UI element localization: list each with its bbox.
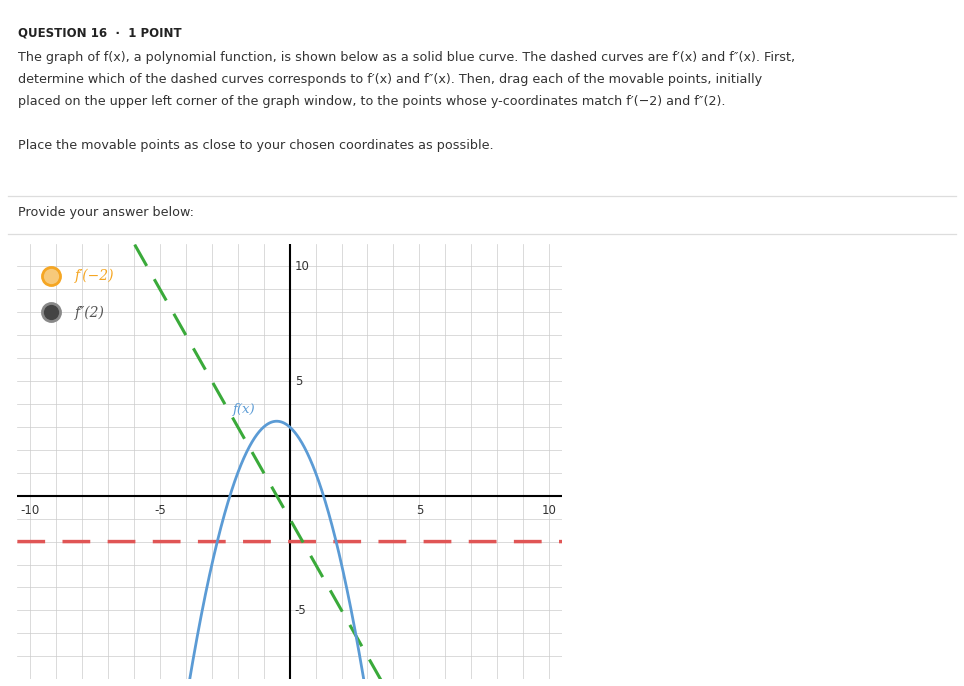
Text: QUESTION 16  ·  1 POINT: QUESTION 16 · 1 POINT — [18, 26, 181, 39]
Text: -5: -5 — [154, 504, 166, 517]
Text: determine which of the dashed curves corresponds to f′(x) and f″(x). Then, drag : determine which of the dashed curves cor… — [18, 73, 763, 86]
Text: f′(−2): f′(−2) — [74, 268, 114, 283]
Text: Place the movable points as close to your chosen coordinates as possible.: Place the movable points as close to you… — [18, 139, 494, 152]
Text: placed on the upper left corner of the graph window, to the points whose y-coord: placed on the upper left corner of the g… — [18, 95, 726, 108]
Text: 10: 10 — [295, 260, 309, 273]
Text: 5: 5 — [415, 504, 423, 517]
Text: -5: -5 — [295, 604, 307, 617]
Text: 5: 5 — [295, 375, 303, 388]
Text: f(x): f(x) — [232, 403, 255, 416]
Text: The graph of f(x), a polynomial function, is shown below as a solid blue curve. : The graph of f(x), a polynomial function… — [18, 51, 795, 64]
Text: f″(2): f″(2) — [74, 305, 104, 320]
Text: -10: -10 — [20, 504, 40, 517]
Text: Provide your answer below:: Provide your answer below: — [18, 206, 194, 219]
Text: 10: 10 — [542, 504, 556, 517]
